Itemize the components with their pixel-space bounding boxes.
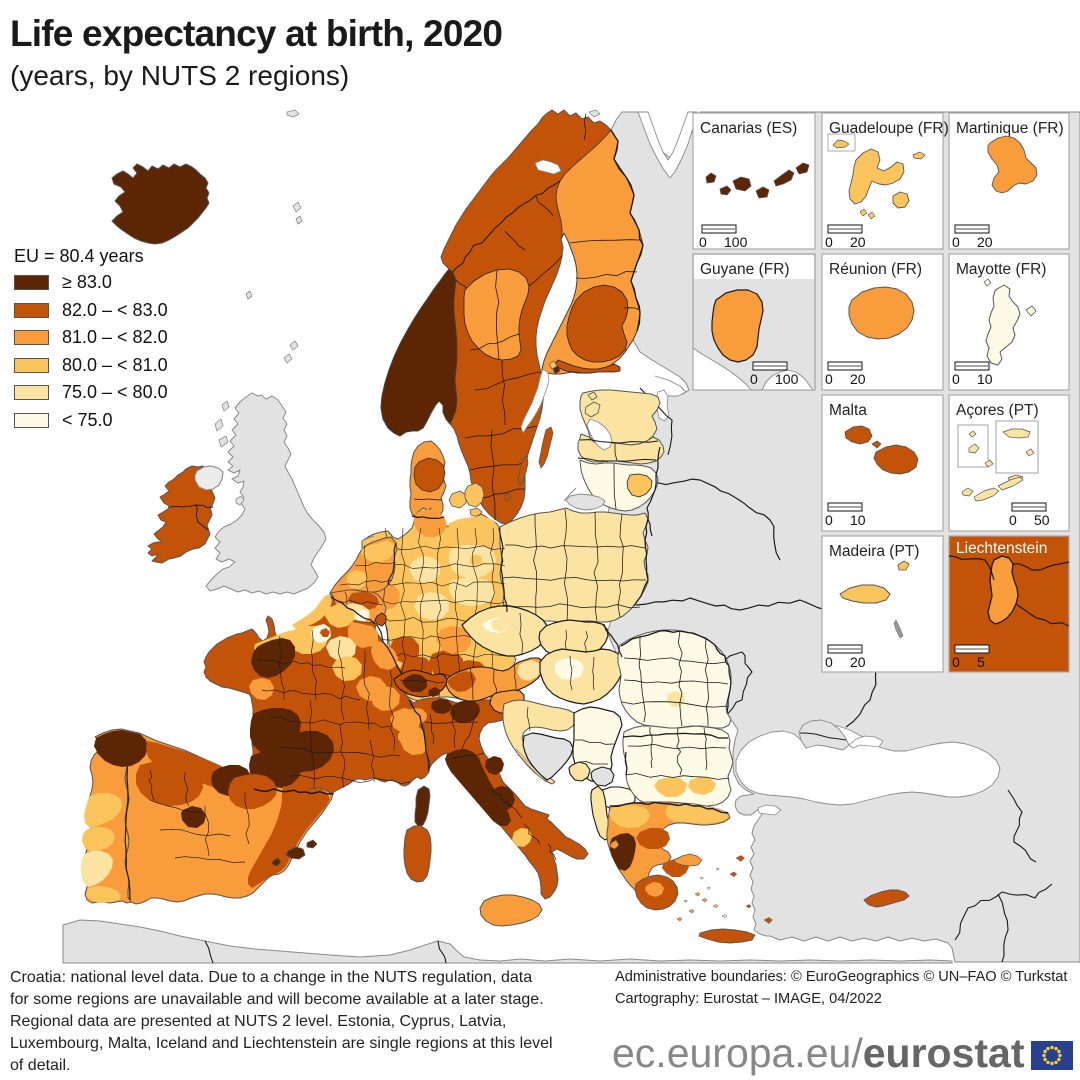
svg-text:0: 0 — [952, 234, 960, 250]
svg-text:Guyane (FR): Guyane (FR) — [700, 261, 790, 278]
svg-text:0: 0 — [750, 371, 758, 387]
svg-text:10: 10 — [850, 512, 866, 528]
svg-text:20: 20 — [850, 371, 866, 387]
svg-text:Réunion (FR): Réunion (FR) — [829, 261, 922, 278]
svg-text:Liechtenstein: Liechtenstein — [956, 540, 1047, 557]
svg-text:Guadeloupe (FR): Guadeloupe (FR) — [829, 120, 949, 137]
svg-text:0: 0 — [952, 654, 960, 670]
svg-text:20: 20 — [850, 654, 866, 670]
svg-text:Açores (PT): Açores (PT) — [956, 402, 1039, 419]
svg-text:0: 0 — [825, 371, 833, 387]
svg-text:Martinique (FR): Martinique (FR) — [956, 120, 1064, 137]
svg-text:0: 0 — [952, 371, 960, 387]
svg-text:100: 100 — [724, 234, 748, 250]
svg-text:Madeira (PT): Madeira (PT) — [829, 543, 919, 560]
svg-text:10: 10 — [977, 371, 993, 387]
svg-text:0: 0 — [825, 512, 833, 528]
svg-text:20: 20 — [977, 234, 993, 250]
svg-text:0: 0 — [825, 234, 833, 250]
svg-text:Canarias (ES): Canarias (ES) — [700, 120, 797, 137]
svg-text:Mayotte (FR): Mayotte (FR) — [956, 261, 1046, 278]
svg-text:100: 100 — [775, 371, 799, 387]
svg-text:50: 50 — [1034, 512, 1050, 528]
svg-text:5: 5 — [977, 654, 985, 670]
svg-text:0: 0 — [1009, 512, 1017, 528]
svg-text:Malta: Malta — [829, 402, 867, 419]
svg-text:0: 0 — [699, 234, 707, 250]
svg-text:20: 20 — [850, 234, 866, 250]
svg-text:0: 0 — [825, 654, 833, 670]
